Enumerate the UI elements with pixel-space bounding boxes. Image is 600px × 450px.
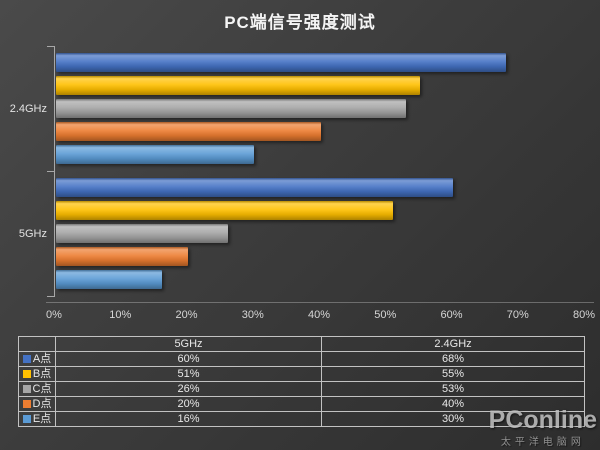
- category-label-5GHz: 5GHz: [18, 227, 47, 240]
- bar-5GHz-E点: [56, 270, 162, 289]
- table-header-5GHz: 5GHz: [55, 336, 322, 352]
- chart-data-table: 5GHz 2.4GHz A点 60% 68% B点 51% 55% C点 26% 53% D点 20% 4…: [18, 336, 585, 427]
- watermark-subtext: 太平洋电脑网: [500, 437, 585, 448]
- watermark: PConline 太平洋电脑网: [488, 406, 597, 449]
- legend-cell-A点: A点: [18, 351, 56, 367]
- value-axis-line: [46, 302, 594, 303]
- bar-5GHz-B点: [56, 201, 394, 220]
- category-label-2.4GHz: 2.4GHz: [9, 102, 47, 115]
- legend-key-icon: [22, 370, 31, 378]
- x-tick-label-40%: 40%: [307, 309, 331, 321]
- bar-2.4GHz-B点: [56, 76, 420, 95]
- bar-5GHz-D点: [56, 247, 189, 266]
- table-row-E点: E点 16% 30%: [18, 411, 585, 427]
- value-cell-C点-2.4GHz: 53%: [321, 381, 585, 397]
- table-row-C点: C点 26% 53%: [18, 381, 585, 397]
- table-header-2.4GHz: 2.4GHz: [321, 336, 585, 352]
- value-cell-D点-5GHz: 20%: [55, 396, 322, 412]
- bar-group-2.4GHz: 2.4GHz: [10, 46, 584, 171]
- bar-groups: 2.4GHz 5GHz: [10, 46, 584, 296]
- x-tick-label-80%: 80%: [572, 309, 596, 321]
- table-row-A点: A点 60% 68%: [18, 351, 585, 367]
- category-axis-tick: [47, 171, 55, 172]
- chart-title: PC端信号强度测试: [224, 13, 376, 32]
- legend-key-icon: [22, 415, 31, 423]
- watermark-brand-text: PConline: [488, 406, 597, 434]
- value-cell-C点-5GHz: 26%: [55, 381, 322, 397]
- table-row-B点: B点 51% 55%: [18, 366, 585, 382]
- value-cell-B点-5GHz: 51%: [55, 366, 322, 382]
- bar-group-5GHz: 5GHz: [19, 171, 584, 296]
- legend-cell-B点: B点: [18, 366, 56, 382]
- legend-cell-D点: D点: [18, 396, 56, 412]
- bar-2.4GHz-A点: [56, 53, 506, 72]
- legend-key-icon: [22, 385, 31, 393]
- x-tick-label-60%: 60%: [440, 309, 463, 321]
- value-cell-A点-2.4GHz: 68%: [321, 351, 585, 367]
- table-corner-cell: [18, 336, 56, 352]
- legend-cell-E点: E点: [18, 411, 56, 427]
- bar-5GHz-A点: [56, 178, 453, 197]
- x-tick-label-30%: 30%: [241, 309, 264, 321]
- x-tick-label-20%: 20%: [175, 309, 198, 321]
- value-cell-B点-2.4GHz: 55%: [321, 366, 585, 382]
- x-axis-labels: 0% 10% 20% 30% 40% 50% 60% 70% 80%: [46, 309, 595, 323]
- value-cell-E点-5GHz: 16%: [55, 411, 322, 427]
- bar-2.4GHz-C点: [56, 99, 407, 118]
- legend-key-icon: [22, 400, 31, 408]
- value-cell-E点-2.4GHz: 30%: [321, 411, 585, 427]
- x-tick-label-50%: 50%: [374, 309, 397, 321]
- x-tick-label-70%: 70%: [506, 309, 529, 321]
- bar-2.4GHz-D点: [56, 122, 321, 141]
- category-axis-tick: [47, 46, 55, 47]
- value-cell-A点-5GHz: 60%: [55, 351, 322, 367]
- legend-cell-C点: C点: [18, 381, 56, 397]
- bar-2.4GHz-E点: [56, 145, 255, 164]
- category-axis-tick: [47, 296, 55, 297]
- legend-key-icon: [22, 355, 31, 363]
- x-tick-label-0%: 0%: [46, 309, 62, 321]
- x-tick-label-10%: 10%: [109, 309, 132, 321]
- table-header-row: 5GHz 2.4GHz: [18, 336, 585, 352]
- plot-area: 2.4GHz 5GHz: [10, 46, 584, 297]
- bar-5GHz-C点: [56, 224, 228, 243]
